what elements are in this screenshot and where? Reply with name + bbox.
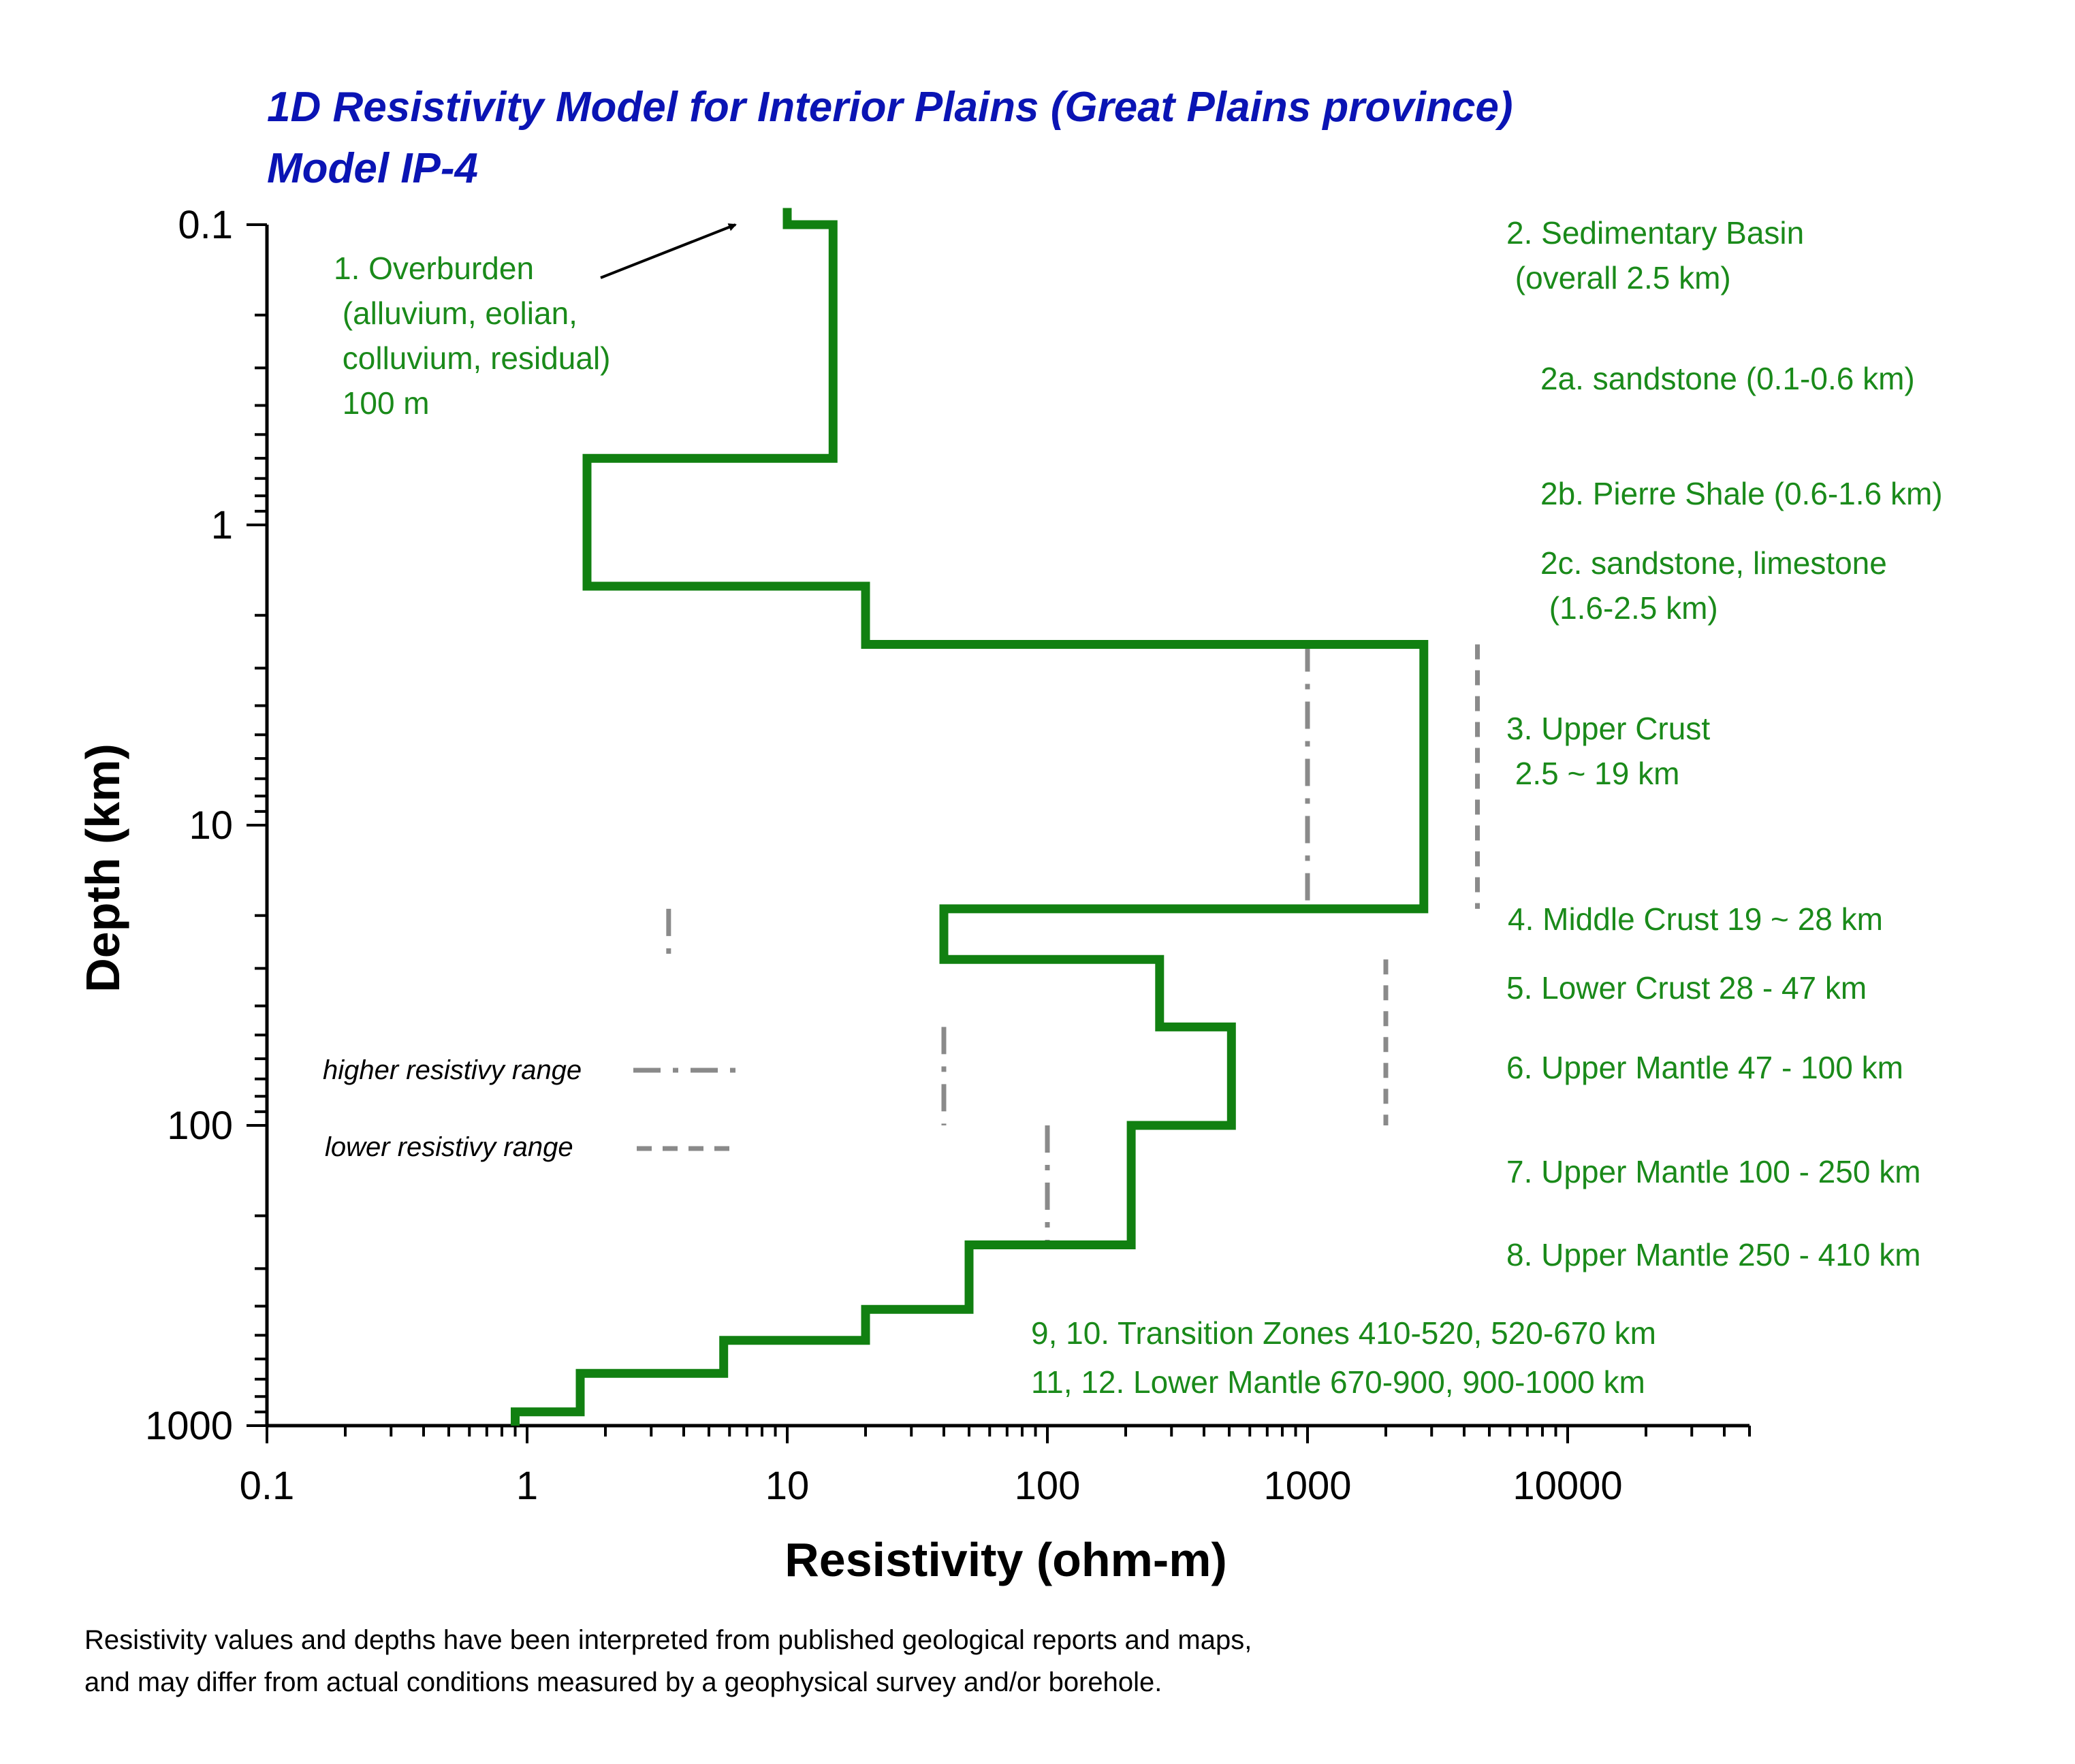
x-tick-label: 10000 [1512,1464,1622,1508]
annotation-line: 8. Upper Mantle 250 - 410 km [1506,1237,1921,1272]
y-tick-label: 0.1 [178,203,233,247]
range-lines [666,644,1480,1245]
annotation-line: (overall 2.5 km) [1506,260,1731,295]
annotation-overburden: 1. Overburden (alluvium, eolian, colluvi… [334,251,610,421]
y-tick-label: 100 [167,1104,233,1148]
x-ticks: 0.1 1 10 100 1000 10000 [240,1426,1752,1508]
annotation-2c: 2c. sandstone, limestone (1.6-2.5 km) [1540,545,1887,626]
overburden-arrow [600,223,737,279]
annotation-tz: 9, 10. Transition Zones 410-520, 520-670… [1031,1315,1656,1351]
legend-higher-label: higher resistivy range [323,1055,582,1085]
x-tick-label: 1 [516,1464,538,1508]
x-axis-title: Resistivity (ohm-m) [785,1533,1227,1586]
annotation-line: 5. Lower Crust 28 - 47 km [1506,970,1867,1006]
legend: higher resistivy range lower resistivy r… [323,1055,735,1162]
annotation-um8: 8. Upper Mantle 250 - 410 km [1506,1237,1921,1272]
footnote-line-2: and may differ from actual conditions me… [84,1667,1162,1697]
y-axis-title: Depth (km) [76,743,129,993]
annotation-line: 7. Upper Mantle 100 - 250 km [1506,1154,1921,1189]
annotation-upper-crust: 3. Upper Crust 2.5 ~ 19 km [1506,711,1710,791]
annotation-line: 100 m [334,385,430,421]
annotation-line: 2.5 ~ 19 km [1506,756,1679,791]
annotation-line: 6. Upper Mantle 47 - 100 km [1506,1050,1903,1085]
annotation-sed-basin: 2. Sedimentary Basin (overall 2.5 km) [1506,215,1804,295]
annotation-line: 2a. sandstone (0.1-0.6 km) [1540,361,1915,396]
annotation-line: (1.6-2.5 km) [1540,590,1718,626]
y-tick-label: 1000 [145,1404,233,1448]
x-tick-label: 1000 [1263,1464,1351,1508]
model-line [511,208,1429,1426]
annotation-lm: 11, 12. Lower Mantle 670-900, 900-1000 k… [1031,1364,1645,1400]
annotation-line: 2b. Pierre Shale (0.6-1.6 km) [1540,476,1943,511]
annotation-2a: 2a. sandstone (0.1-0.6 km) [1540,361,1915,396]
footnote-line-1: Resistivity values and depths have been … [84,1625,1252,1655]
annotations: 1. Overburden (alluvium, eolian, colluvi… [334,215,1943,1400]
x-tick-label: 10 [765,1464,810,1508]
x-tick-label: 0.1 [240,1464,295,1508]
x-tick-label: 100 [1015,1464,1081,1508]
annotation-line: 3. Upper Crust [1506,711,1710,746]
legend-lower-label: lower resistivy range [325,1132,573,1162]
y-ticks: 0.1 1 10 100 1000 [145,203,267,1448]
annotation-line: 2. Sedimentary Basin [1506,215,1804,251]
annotation-middle-crust: 4. Middle Crust 19 ~ 28 km [1508,901,1883,937]
chart-title-line-1: 1D Resistivity Model for Interior Plains… [267,84,1512,131]
annotation-line: 1. Overburden [334,251,534,286]
annotation-line: (alluvium, eolian, [334,295,577,331]
annotation-line: 4. Middle Crust 19 ~ 28 km [1508,901,1883,937]
annotation-2b: 2b. Pierre Shale (0.6-1.6 km) [1540,476,1943,511]
annotation-um7: 7. Upper Mantle 100 - 250 km [1506,1154,1921,1189]
chart-title-line-2: Model IP-4 [267,145,478,192]
annotation-um6: 6. Upper Mantle 47 - 100 km [1506,1050,1903,1085]
annotation-line: colluvium, residual) [334,340,610,376]
annotation-line: 2c. sandstone, limestone [1540,545,1887,581]
annotation-lower-crust: 5. Lower Crust 28 - 47 km [1506,970,1867,1006]
y-tick-label: 1 [211,503,233,547]
y-tick-label: 10 [189,803,233,848]
annotation-line: 11, 12. Lower Mantle 670-900, 900-1000 k… [1031,1364,1645,1400]
annotation-line: 9, 10. Transition Zones 410-520, 520-670… [1031,1315,1656,1351]
